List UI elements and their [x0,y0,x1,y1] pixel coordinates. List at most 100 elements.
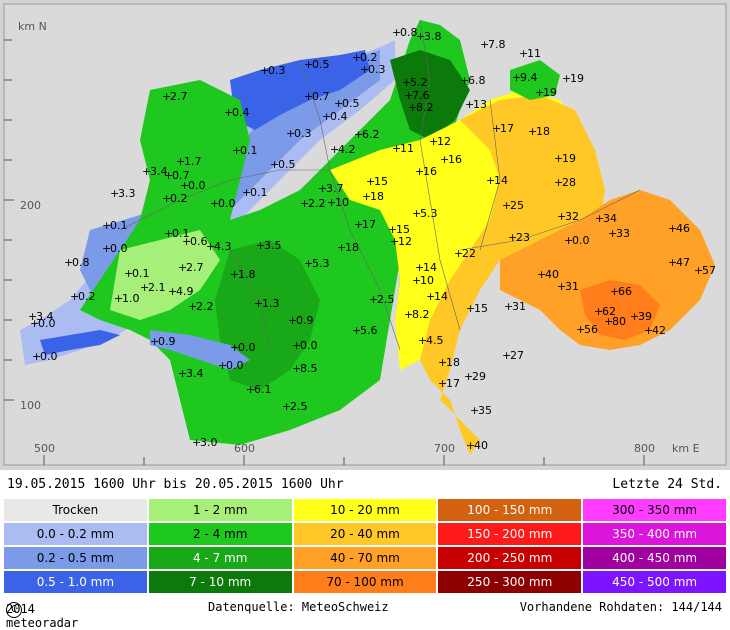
station-value: 8.5 [300,362,318,375]
copyright-icon: C [6,602,22,618]
station-marker-icon: + [260,64,269,77]
station-value: 33 [616,227,630,240]
legend-label: 0.5 - 1.0 mm [36,575,115,589]
station-marker-icon: + [304,257,313,270]
station-marker-icon: + [416,30,425,43]
station-value: 2.7 [170,90,188,103]
station-value: 18 [370,190,384,203]
station-value: 31 [565,280,579,293]
station-value: 66 [618,285,632,298]
legend-item: 40 - 70 mm [293,547,437,569]
station-marker-icon: + [224,106,233,119]
station-marker-icon: + [354,218,363,231]
station-value: 0.0 [188,179,206,192]
station-value: 0.0 [110,242,128,255]
legend-item: 450 - 500 mm [583,571,726,593]
station-marker-icon: + [528,125,537,138]
station-value: 23 [516,231,530,244]
legend-label: 10 - 20 mm [330,503,400,517]
station-value: 39 [638,310,652,323]
station-value: 2.5 [290,400,308,413]
station-value: 22 [462,247,476,260]
legend-item: 350 - 400 mm [583,523,726,545]
station-value: 40 [474,439,488,452]
legend-item: 100 - 150 mm [438,499,582,521]
station-value: 7.6 [412,89,430,102]
station-value: 16 [423,165,437,178]
legend-label: 7 - 10 mm [189,575,252,589]
station-marker-icon: + [362,190,371,203]
copyright-text: 2014 meteoradar [6,602,79,630]
station-marker-icon: + [392,26,401,39]
station-value: 0.9 [158,335,176,348]
station-value: 7.8 [488,38,506,51]
station-marker-icon: + [110,187,119,200]
station-value: 3.4 [150,165,168,178]
footer: C 2014 meteoradar Datenquelle: MeteoSchwe… [0,598,730,630]
station-marker-icon: + [304,90,313,103]
station-marker-icon: + [140,281,149,294]
station-value: 0.2 [360,51,378,64]
legend-item: 400 - 450 mm [583,547,726,569]
legend-item: 200 - 250 mm [438,547,582,569]
station-value: 17 [362,218,376,231]
station-value: 11 [527,47,541,60]
legend-label: Trocken [52,503,99,517]
station-value: 32 [565,210,579,223]
station-marker-icon: + [470,404,479,417]
region-north-lake [510,60,560,100]
legend-item: 250 - 300 mm [438,571,582,593]
station-marker-icon: + [352,324,361,337]
station-marker-icon: + [537,268,546,281]
legend-label: 400 - 450 mm [612,551,698,565]
region-south-lake [150,330,250,370]
station-marker-icon: + [644,324,653,337]
station-value: 5.3 [420,207,438,220]
station-value: 5.2 [410,76,428,89]
legend-label: 200 - 250 mm [467,551,553,565]
station-value: 2.5 [377,293,395,306]
legend-label: 300 - 350 mm [612,503,698,517]
station-value: 0.0 [38,317,56,330]
station-marker-icon: + [164,227,173,240]
station-marker-icon: + [282,400,291,413]
station-marker-icon: + [232,144,241,157]
station-marker-icon: + [512,71,521,84]
station-value: 29 [472,370,486,383]
station-value: 2.2 [308,197,326,210]
station-value: 17 [500,122,514,135]
station-value: 8.2 [412,308,430,321]
station-value: 4.3 [214,240,232,253]
legend-label: 100 - 150 mm [467,503,553,517]
station-value: 0.8 [400,26,418,39]
station-marker-icon: + [286,127,295,140]
station-value: 0.1 [172,227,190,240]
station-marker-icon: + [480,38,489,51]
station-marker-icon: + [454,247,463,260]
station-value: 0.3 [368,63,386,76]
station-value: 35 [478,404,492,417]
station-value: 4.9 [176,285,194,298]
station-value: 0.0 [218,197,236,210]
station-value: 0.1 [240,144,258,157]
legend-item: 4 - 7 mm [148,547,292,569]
station-value: 6.2 [362,128,380,141]
station-marker-icon: + [254,297,263,310]
station-value: 1.3 [262,297,280,310]
station-marker-icon: + [564,234,573,247]
station-marker-icon: + [404,308,413,321]
station-labels: +0.8+3.8+7.8+11+0.2+0.3+0.3 +0.5+9.4 +19+6… [28,26,716,452]
station-value: 0.1 [132,267,150,280]
axis-east-label: km E [672,442,700,455]
station-marker-icon: + [390,235,399,248]
legend-item: 10 - 20 mm [293,499,437,521]
canton-borders [119,19,641,351]
station-marker-icon: + [388,223,397,236]
station-marker-icon: + [519,47,528,60]
station-marker-icon: + [176,155,185,168]
station-marker-icon: + [206,240,215,253]
station-marker-icon: + [30,317,39,330]
station-marker-icon: + [162,90,171,103]
station-value: 80 [612,315,626,328]
station-value: 3.0 [200,436,218,449]
